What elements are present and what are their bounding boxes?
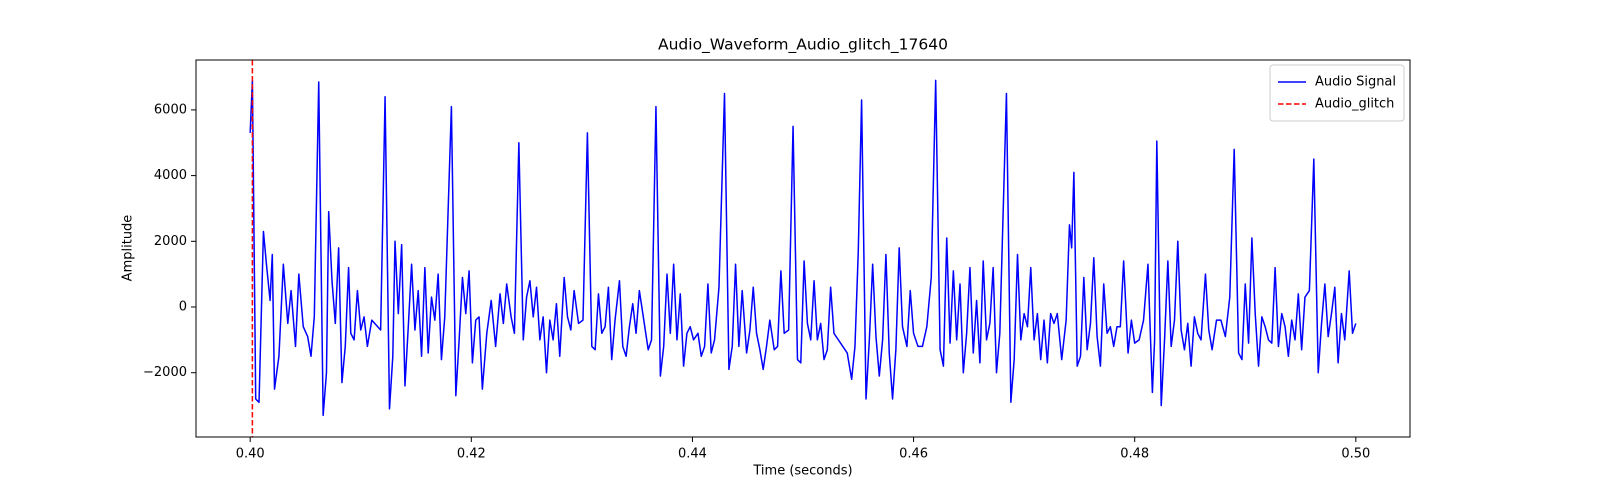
legend-label: Audio Signal — [1315, 75, 1396, 90]
y-tick-label: −2000 — [143, 365, 187, 380]
x-tick-label: 0.46 — [899, 447, 928, 462]
x-axis-label: Time (seconds) — [752, 464, 852, 479]
x-tick-label: 0.50 — [1341, 447, 1370, 462]
x-tick-label: 0.44 — [678, 447, 707, 462]
x-tick-label: 0.48 — [1120, 447, 1149, 462]
x-tick-label: 0.42 — [457, 447, 486, 462]
y-tick-label: 2000 — [154, 234, 187, 249]
y-tick-label: 0 — [179, 300, 187, 315]
y-axis-label: Amplitude — [121, 215, 136, 282]
signal-line — [249, 79, 1357, 417]
y-tick-label: 4000 — [154, 168, 187, 183]
legend-label: Audio_glitch — [1315, 97, 1394, 112]
plot-frame — [195, 59, 1411, 438]
y-tick-label: 6000 — [154, 102, 187, 117]
legend-box — [1269, 64, 1405, 122]
x-tick-label: 0.40 — [236, 447, 265, 462]
chart-title: Audio_Waveform_Audio_glitch_17640 — [658, 36, 948, 55]
